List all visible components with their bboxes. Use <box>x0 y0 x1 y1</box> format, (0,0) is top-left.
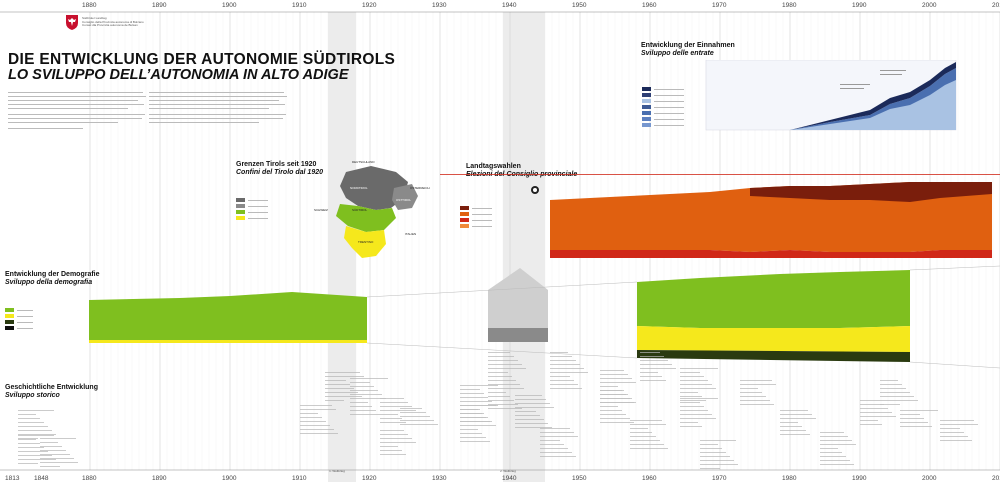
top-year-label: 1970 <box>712 2 727 9</box>
einnahmen-legend <box>642 87 684 127</box>
demografie-chart <box>5 265 1000 369</box>
map-label-schweiz: SCHWEIZ <box>314 208 328 212</box>
demo-area-darkgreen-post <box>637 350 910 362</box>
bottom-year-label: 1960 <box>642 475 657 482</box>
bottom-year-label: 1900 <box>222 475 237 482</box>
bottom-year-label: 1930 <box>432 475 447 482</box>
demografie-title-it: Sviluppo della demografia <box>5 279 93 286</box>
election-area-darkred <box>750 182 992 202</box>
demo-area-yellow-post <box>637 326 910 352</box>
demo-area-green-pre <box>89 292 367 340</box>
landtag-chart <box>460 182 992 258</box>
geschichte-heading: Geschichtliche Entwicklung Sviluppo stor… <box>5 384 98 400</box>
bottom-year-label: 1848 <box>34 475 49 482</box>
top-year-label: 1950 <box>572 2 587 9</box>
bottom-year-label: 1880 <box>82 475 97 482</box>
bottom-year-label: 1990 <box>852 475 867 482</box>
demo-area-green-post <box>637 270 910 328</box>
map-label-italien: ITALIEN <box>405 232 417 236</box>
grenzen-heading: Grenzen Tirols seit 1920 Confini del Tir… <box>236 161 323 177</box>
ww1-label: 1. Weltkrieg <box>329 469 345 473</box>
geschichte-title-de: Geschichtliche Entwicklung <box>5 384 98 391</box>
logo-line-2: Consiglio della Provincia autonoma di Bo… <box>82 19 144 24</box>
intro-text-blocks <box>8 92 287 129</box>
red-threshold-line <box>440 174 1000 175</box>
map-label-nordtirol: NORDTIROL <box>350 186 368 190</box>
bottom-year-label: 1950 <box>572 475 587 482</box>
nordtirol-region <box>340 166 408 210</box>
ww2-label: 2. Weltkrieg <box>500 469 516 473</box>
landtag-legend <box>460 186 539 228</box>
osttirol-region <box>392 184 418 210</box>
history-event-texts <box>18 352 978 469</box>
revenue-area-lightblue <box>790 80 956 130</box>
top-year-label: 1920 <box>362 2 377 9</box>
main-title-de: DIE ENTWICKLUNG DER AUTONOMIE SÜDTIROLS <box>8 51 396 68</box>
map-label-deutschland: DEUTSCHLAND <box>352 160 375 164</box>
bottom-year-label: 1813 <box>5 475 20 482</box>
bottom-year-label: 1890 <box>152 475 167 482</box>
tyrolean-eagle-logo-icon <box>66 15 78 30</box>
logo-line-3: Cunsëi dla Provinzia autonoma de Bulsan <box>82 23 138 28</box>
top-year-label: 1890 <box>152 2 167 9</box>
bottom-year-label: 1940 <box>502 475 517 482</box>
demografie-heading: Entwicklung der Demografie Sviluppo dell… <box>5 271 100 287</box>
geschichte-title-it: Sviluppo storico <box>5 392 60 399</box>
einnahmen-title-de: Entwicklung der Einnahmen <box>641 42 735 49</box>
top-year-label: 1930 <box>432 2 447 9</box>
einnahmen-title-it: Sviluppo delle entrate <box>641 50 714 57</box>
demo-gap-shape <box>488 268 548 342</box>
top-year-label: 2000 <box>922 2 937 9</box>
top-year-label: 1980 <box>782 2 797 9</box>
trentino-region <box>344 226 386 258</box>
top-year-label: 1990 <box>852 2 867 9</box>
bottom-year-label: 1980 <box>782 475 797 482</box>
bottom-year-label: 2010 <box>992 475 1000 482</box>
grenzen-legend <box>236 198 268 220</box>
grenzen-title-it: Confini del Tirolo dal 1920 <box>236 169 323 176</box>
top-year-label: 1880 <box>82 2 97 9</box>
election-area-red <box>550 250 992 258</box>
einnahmen-chart <box>642 60 957 131</box>
bottom-year-label: 1970 <box>712 475 727 482</box>
top-year-label: 1940 <box>502 2 517 9</box>
top-year-label: 1910 <box>292 2 307 9</box>
logo-text: Südtiroler Landtag Consiglio della Provi… <box>82 16 144 28</box>
top-year-label: 1900 <box>222 2 237 9</box>
demografie-title-de: Entwicklung der Demografie <box>5 271 100 278</box>
bottom-year-label: 1910 <box>292 475 307 482</box>
map-label-trentino: TRENTINO <box>358 240 374 244</box>
grenzen-title-de: Grenzen Tirols seit 1920 <box>236 161 317 168</box>
tyrol-map <box>236 166 418 258</box>
einnahmen-heading: Entwicklung der Einnahmen Sviluppo delle… <box>641 42 735 58</box>
main-title-it: LO SVILUPPO DELL’AUTONOMIA IN ALTO ADIGE <box>8 67 349 83</box>
suedtirol-region <box>336 204 396 232</box>
bottom-year-label: 2000 <box>922 475 937 482</box>
map-label-oesterreich: ÖSTERREICH <box>410 186 430 190</box>
demografie-legend <box>5 308 33 330</box>
landtag-title-de: Landtagswahlen <box>466 163 521 170</box>
map-label-suedtirol: SÜDTIROL <box>352 208 368 212</box>
demo-area-yellow-pre <box>89 340 367 343</box>
top-year-label: 2010 <box>992 2 1000 9</box>
bottom-year-label: 1920 <box>362 475 377 482</box>
top-year-label: 1960 <box>642 2 657 9</box>
logo-line-1: Südtiroler Landtag <box>82 16 107 20</box>
map-label-osttirol: OSTTIROL <box>396 198 412 202</box>
